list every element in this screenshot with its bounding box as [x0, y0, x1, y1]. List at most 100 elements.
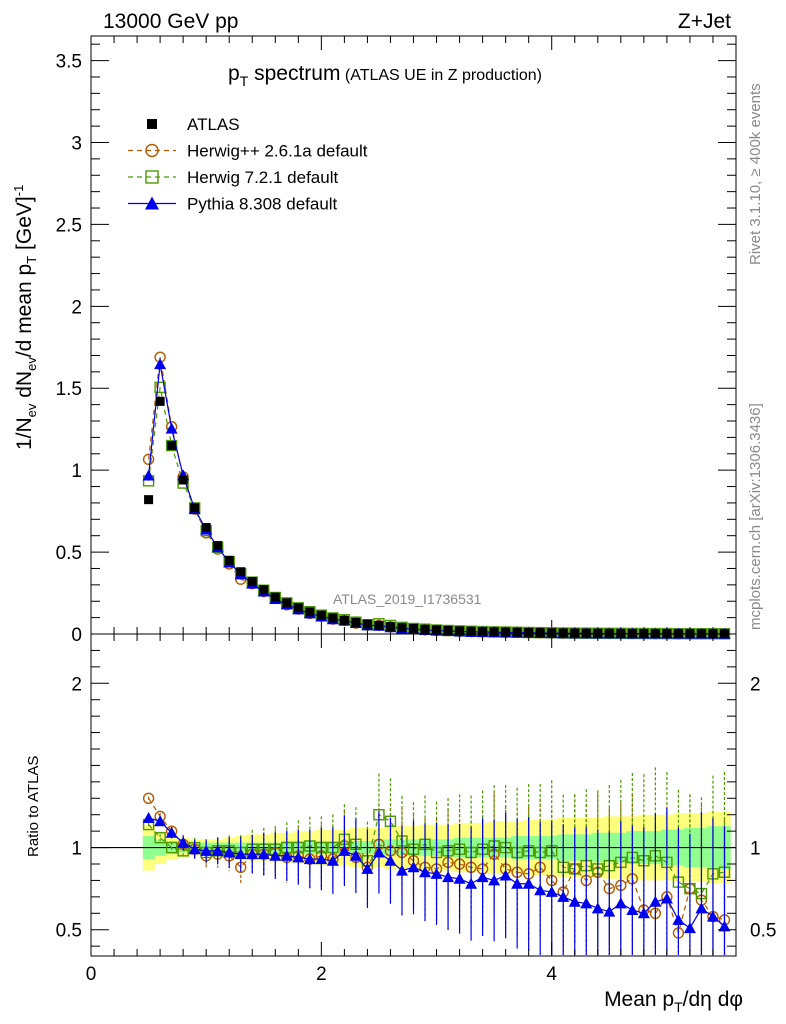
ylabel-c: /d mean p	[13, 264, 36, 357]
bottom-y-tick-label-right: 2	[750, 674, 761, 695]
pythia-ratio-point	[407, 861, 420, 873]
pythia-ratio-point	[303, 853, 316, 865]
header-left: 13000 GeV pp	[103, 10, 238, 33]
atlas-data-point	[293, 603, 303, 613]
atlas-data-point	[339, 615, 349, 625]
atlas-data-point	[305, 607, 315, 617]
xlabel-a: Mean p	[604, 988, 674, 1011]
ylabel-a-sub: ev	[24, 403, 39, 417]
pythia-ratio-point	[188, 843, 201, 855]
pythia-ratio-point	[603, 905, 616, 917]
legend-label: Pythia 8.308 default	[187, 195, 338, 214]
atlas-data-point	[270, 592, 280, 602]
pythia-ratio-point	[154, 815, 167, 827]
bottom-y-tick-label: 0.5	[56, 921, 82, 942]
title-suffix: (ATLAS UE in Z production)	[340, 67, 542, 84]
atlas-data-point	[547, 628, 557, 638]
pythia-ratio-point	[522, 877, 535, 889]
xlabel-b: /dη dφ	[683, 988, 743, 1011]
atlas-data-point	[282, 598, 292, 608]
pythia-ratio-point	[419, 866, 432, 878]
herwig7-top-point	[165, 439, 178, 452]
pythia-top-point	[165, 422, 178, 434]
pythia-ratio-point	[223, 846, 236, 858]
legend-marker	[147, 119, 157, 129]
atlas-data-point	[581, 628, 591, 638]
atlas-data-point	[420, 624, 430, 634]
atlas-data-point	[443, 625, 453, 635]
pythia-ratio-point	[488, 874, 501, 886]
pythia-ratio-point	[568, 895, 581, 907]
pythia-ratio-point	[545, 885, 558, 897]
atlas-data-point	[455, 626, 465, 636]
bottom-axis-ticks: 0 2 4 0.5 0.5 1 1 2 2	[56, 634, 776, 985]
pythia-ratio-point	[338, 844, 351, 856]
atlas-data-point	[385, 622, 395, 632]
top-y-tick-label: 1	[71, 461, 82, 482]
atlas-data-point	[144, 495, 154, 505]
ylabel-a: 1/N	[13, 417, 36, 450]
pythia-ratio-point	[511, 877, 524, 889]
atlas-data-point	[213, 541, 223, 551]
top-y-tick-label: 2	[71, 297, 82, 318]
ratio-series-layer	[142, 767, 731, 955]
pythia-ratio-point	[177, 836, 190, 848]
pythia-ratio-point	[614, 897, 627, 909]
atlas-data-point	[316, 610, 326, 620]
atlas-data-point	[512, 627, 522, 637]
herwig7-ratio-point	[154, 832, 166, 844]
title-p: p	[228, 62, 240, 85]
analysis-label: ATLAS_2019_I1736531	[333, 591, 482, 607]
atlas-data-point	[570, 628, 580, 638]
atlas-data-point	[639, 628, 649, 638]
legend-marker	[145, 170, 159, 184]
atlas-data-point	[374, 620, 384, 630]
pythia-ratio-point	[372, 846, 385, 858]
pythia-ratio-point	[269, 849, 282, 861]
atlas-data-point	[409, 623, 418, 633]
herwigpp-ratio-point	[142, 792, 155, 804]
bottom-y-tick-label-right: 1	[750, 839, 761, 860]
x-tick-label: 0	[86, 964, 97, 985]
top-y-tick-label: 3.5	[56, 52, 82, 73]
pythia-ratio-point	[292, 851, 305, 863]
pythia-ratio-point	[430, 867, 443, 879]
atlas-data-point	[328, 613, 338, 623]
ylabel-b: dN	[13, 371, 36, 404]
header-right: Z+Jet	[678, 10, 731, 33]
pythia-ratio-point	[580, 897, 593, 909]
herwig7-top-point	[154, 381, 166, 394]
legend-label: Herwig 7.2.1 default	[187, 168, 338, 187]
ylabel-d-sup: -1	[11, 185, 26, 197]
top-y-tick-label: 0	[71, 625, 82, 646]
pythia-ratio-point	[626, 904, 639, 915]
atlas-data-point	[593, 628, 603, 638]
pythia-ratio-point	[384, 854, 397, 866]
legend-label: ATLAS	[187, 115, 240, 134]
pythia-ratio-point	[395, 864, 408, 876]
pythia-top-point	[154, 358, 167, 370]
pythia-ratio-point	[683, 922, 696, 934]
atlas-data-point	[627, 628, 637, 638]
legend-marker	[145, 196, 159, 210]
pythia-ratio-point	[557, 890, 570, 902]
pythia-ratio-point	[349, 849, 362, 861]
title-rest: spectrum	[248, 62, 340, 85]
pythia-ratio-point	[280, 849, 293, 861]
pythia-ratio-point	[442, 871, 455, 883]
ylabel-d: [GeV]	[13, 196, 36, 256]
mcplots-label: mcplots.cern.ch [arXiv:1306.3436]	[747, 403, 764, 630]
pythia-ratio-point	[649, 895, 662, 907]
atlas-data-point	[466, 626, 476, 636]
atlas-data-point	[524, 627, 534, 637]
rivet-label: Rivet 3.1.10, ≥ 400k events	[747, 83, 764, 265]
atlas-data-point	[432, 625, 442, 635]
atlas-data-point	[616, 628, 626, 638]
legend-label: Herwig++ 2.6.1a default	[187, 142, 368, 161]
bottom-y-tick-label: 1	[71, 839, 82, 860]
chart-title: pT spectrum (ATLAS UE in Z production)	[228, 62, 542, 89]
pythia-ratio-point	[200, 844, 213, 856]
pythia-ratio-point	[361, 862, 374, 874]
top-y-tick-label: 2.5	[56, 215, 82, 236]
